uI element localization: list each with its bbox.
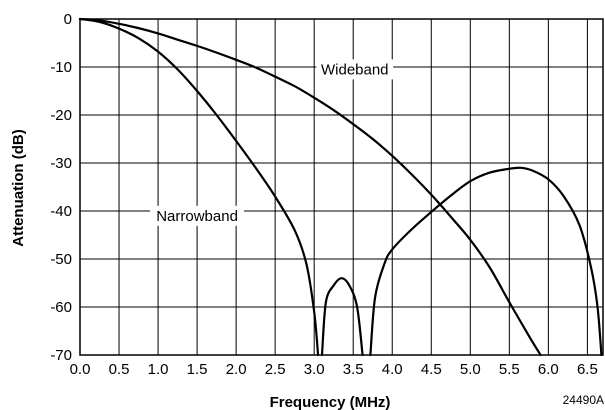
series-line-wideband xyxy=(78,17,542,357)
y-tick-label: -60 xyxy=(50,299,72,316)
annotation-label: Narrowband xyxy=(156,208,238,225)
x-tick-label: 0.0 xyxy=(70,361,91,378)
x-tick-label: 6.0 xyxy=(538,361,559,378)
x-tick-label: 5.5 xyxy=(499,361,520,378)
x-tick-label: 6.5 xyxy=(577,361,598,378)
y-tick-label: -40 xyxy=(50,203,72,220)
y-tick-label: -30 xyxy=(50,155,72,172)
plot-border xyxy=(79,18,604,356)
y-tick-label: 0 xyxy=(64,11,72,28)
y-tick-labels: 0 -10 -20 -30 -40 -50 -60 -70 xyxy=(50,11,72,364)
annotation-label: Wideband xyxy=(321,61,389,78)
figure-id: 24490A xyxy=(563,393,604,407)
annotation-background xyxy=(316,59,394,80)
x-tick-label: 2.5 xyxy=(265,361,286,378)
annotation-wideband: Wideband xyxy=(316,59,394,80)
x-tick-label: 4.5 xyxy=(421,361,442,378)
annotation-background xyxy=(150,205,245,226)
series-line-narrowband xyxy=(78,17,320,357)
x-tick-label: 3.0 xyxy=(304,361,325,378)
annotation-narrowband: Narrowband xyxy=(150,205,245,226)
x-tick-label: 4.0 xyxy=(382,361,403,378)
curves xyxy=(78,17,603,357)
x-tick-label: 3.5 xyxy=(343,361,364,378)
plot-frame xyxy=(79,18,604,356)
y-tick-label: -70 xyxy=(50,347,72,364)
x-tick-labels: 0.0 0.5 1.0 1.5 2.0 2.5 3.0 3.5 4.0 4.5 5.0 5.5 6.0 6… xyxy=(70,361,598,378)
y-tick-label: -10 xyxy=(50,59,72,76)
x-tick-label: 5.0 xyxy=(460,361,481,378)
x-tick-label: 1.0 xyxy=(148,361,169,378)
x-tick-label: 2.0 xyxy=(226,361,247,378)
x-tick-label: 1.5 xyxy=(187,361,208,378)
series-line-narrowband xyxy=(320,277,364,357)
series-line-narrowband xyxy=(369,166,603,357)
y-tick-label: -50 xyxy=(50,251,72,268)
x-tick-label: 0.5 xyxy=(109,361,130,378)
series-annotations: Wideband Narrowband xyxy=(150,59,394,226)
x-axis-label: Frequency (MHz) xyxy=(270,394,391,410)
y-axis-label: Attenuation (dB) xyxy=(10,129,27,246)
y-tick-label: -20 xyxy=(50,107,72,124)
